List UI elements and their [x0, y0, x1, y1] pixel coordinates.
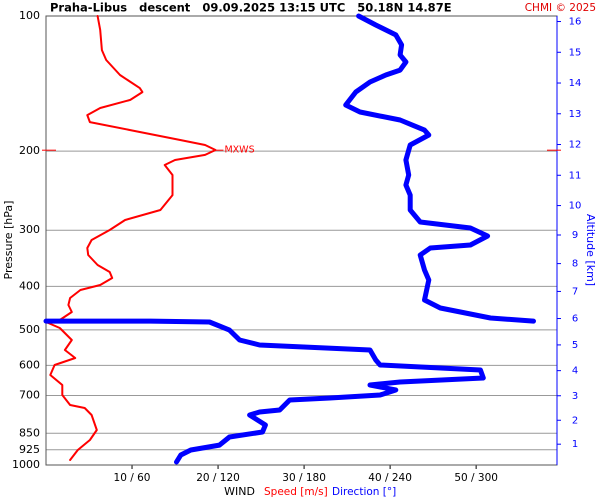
- y-tick-label: 1000: [12, 458, 40, 471]
- y-tick-label: 400: [19, 279, 40, 292]
- y-tick-label: 700: [19, 388, 40, 401]
- y2-tick-label: 8: [572, 259, 578, 270]
- y2-tick-label: 16: [569, 17, 582, 28]
- x-tick-label: 40 / 240: [368, 472, 412, 484]
- x-axis-label: WIND: [224, 485, 255, 498]
- y2-tick-label: 6: [572, 314, 578, 325]
- legend-direction: Direction [°]: [332, 486, 396, 498]
- y2-axis-label: Altitude [km]: [584, 214, 597, 286]
- copyright: CHMI © 2025: [525, 2, 596, 14]
- x-tick-label: 30 / 180: [282, 472, 326, 484]
- y2-tick-label: 9: [572, 230, 578, 241]
- y2-tick-label: 7: [572, 286, 578, 297]
- y2-tick-label: 11: [569, 170, 582, 181]
- y-tick-label: 600: [19, 358, 40, 371]
- y2-tick-label: 12: [569, 140, 582, 151]
- direction-line: [343, 13, 536, 324]
- y2-tick-label: 3: [572, 391, 578, 402]
- direction-line: [43, 318, 486, 465]
- y2-tick-label: 4: [572, 366, 578, 377]
- x-tick-label: 50 / 300: [454, 472, 498, 484]
- max-wind-label: MXWS: [224, 145, 254, 156]
- y2-tick-label: 13: [569, 109, 582, 120]
- y-tick-label: 500: [19, 323, 40, 336]
- y2-tick-label: 5: [572, 340, 578, 351]
- x-tick-label: 20 / 120: [196, 472, 240, 484]
- y2-tick-label: 1: [572, 439, 578, 450]
- y2-tick-label: 2: [572, 415, 578, 426]
- speed-line: [45, 15, 217, 461]
- y-tick-label: 200: [19, 144, 40, 157]
- y-tick-label: 850: [19, 426, 40, 439]
- y2-tick-label: 10: [569, 201, 582, 212]
- y-tick-label: 925: [19, 443, 40, 456]
- y2-tick-label: 15: [569, 47, 582, 58]
- y-tick-label: 100: [19, 9, 40, 22]
- y-tick-label: 300: [19, 223, 40, 236]
- chart-title: Praha-Libus descent 09.09.2025 13:15 UTC…: [50, 1, 452, 15]
- y-axis-label: Pressure [hPa]: [2, 201, 15, 280]
- y2-tick-label: 14: [569, 78, 582, 89]
- x-tick-label: 10 / 60: [114, 472, 151, 484]
- legend-speed: Speed [m/s]: [264, 486, 328, 498]
